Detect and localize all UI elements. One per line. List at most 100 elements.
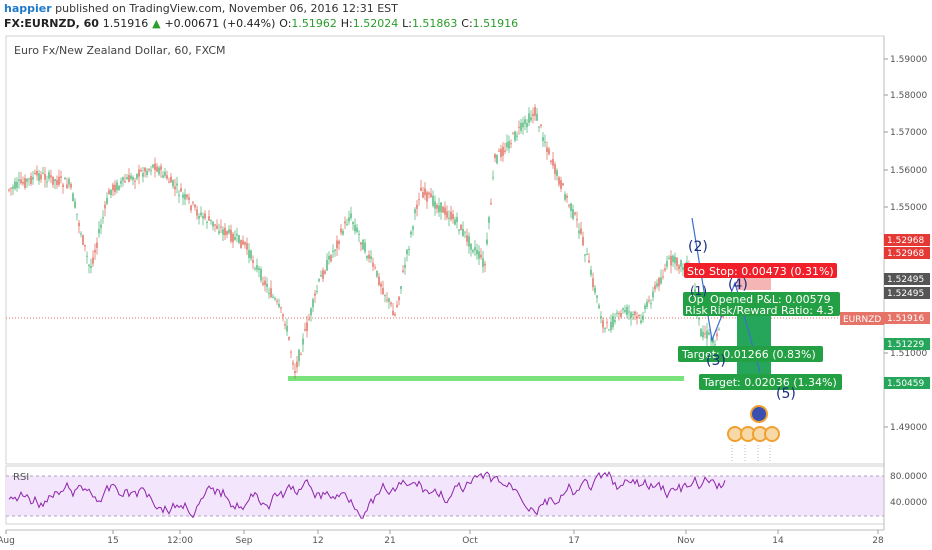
candle-body [196, 209, 198, 216]
candle-body [342, 231, 344, 235]
candle-body [324, 271, 326, 274]
candle-body [480, 254, 482, 258]
price-tick-label: 1.57000 [890, 128, 927, 138]
candle-body [660, 277, 662, 284]
candle-body [670, 255, 672, 266]
price-tick-label: 1.58000 [890, 91, 927, 101]
candle-body [78, 222, 80, 227]
candle-body [556, 170, 558, 176]
candle-body [118, 185, 120, 190]
candle-body [634, 311, 636, 315]
candle-body [356, 227, 358, 233]
candle-body [400, 286, 402, 289]
candle-body [10, 187, 12, 189]
candle-body [710, 338, 712, 340]
candle-body [574, 212, 576, 215]
candle-body [662, 276, 664, 278]
candle-body [198, 215, 200, 219]
price-axis[interactable]: 1.59000 1.58000 1.57000 1.56000 1.55000 1.510… [884, 55, 930, 433]
risk-prefix: Risk [685, 304, 708, 317]
time-axis[interactable]: Aug 15 12:00 Sep 12 21 Oct 17 Nov 14 28 [0, 530, 884, 546]
low-label: L: [402, 17, 412, 30]
candle-body [504, 150, 506, 152]
candle-body [58, 176, 60, 185]
price-badge: 1.52968 [887, 249, 924, 259]
candle-body [658, 277, 660, 287]
candle-body [608, 329, 610, 331]
candle-body [396, 304, 398, 307]
candle-body [104, 204, 106, 209]
ticker-symbol[interactable]: FX:EURNZD, 60 [4, 17, 99, 30]
candle-body [402, 270, 404, 273]
target-zone[interactable] [737, 306, 771, 376]
candle-body [548, 148, 550, 155]
candle-body [252, 260, 254, 264]
price-badge-bg [884, 247, 930, 259]
price-badge: 1.51916 [887, 314, 924, 324]
price-badge-bg [884, 377, 930, 389]
economic-events-icon[interactable] [727, 405, 780, 462]
candle-body [538, 126, 540, 128]
candle-body [644, 305, 646, 310]
candle-body [278, 304, 280, 307]
candle-body [158, 167, 160, 175]
candle-body [716, 333, 718, 337]
target1-box[interactable] [678, 346, 823, 362]
candle-body [202, 216, 204, 219]
candle-body [354, 224, 356, 232]
candle-body [318, 279, 320, 282]
candle-body [422, 192, 424, 198]
candle-body [274, 298, 276, 300]
main-pane[interactable] [5, 35, 885, 465]
stop-box[interactable] [684, 263, 837, 278]
candle-body [518, 126, 520, 128]
target2-box[interactable] [699, 374, 842, 390]
candle-body [166, 175, 168, 179]
candle-body [100, 224, 102, 228]
candle-body [326, 259, 328, 271]
pl-box[interactable] [683, 292, 840, 316]
candle-body [226, 231, 228, 235]
rsi-tick-label: 80.0000 [890, 472, 927, 482]
candle-body [500, 149, 502, 158]
candle-body [244, 242, 246, 245]
candle-body [300, 354, 302, 356]
candle-body [204, 213, 206, 219]
candle-body [310, 308, 312, 316]
candle-body [52, 176, 54, 185]
time-tick-label: 15 [107, 536, 118, 546]
candle-body [674, 256, 676, 264]
candle-body [476, 249, 478, 255]
candle-body [704, 333, 706, 335]
author-link[interactable]: happier [4, 2, 52, 15]
candle-body [406, 249, 408, 255]
candle-body [316, 290, 318, 292]
candle-body [366, 255, 368, 259]
candle-body [120, 180, 122, 184]
candle-body [182, 194, 184, 198]
candle-body [454, 219, 456, 225]
candle-body [216, 225, 218, 229]
candle-body [722, 315, 724, 317]
candle-body [604, 328, 606, 330]
price-badge: 1.51229 [887, 340, 924, 350]
candle-body [612, 316, 614, 328]
risk-reward-text: Risk/Reward Ratio: 4.3 [710, 304, 834, 317]
candle-body [272, 296, 274, 298]
publish-header: happier published on TradingView.com, No… [4, 2, 398, 15]
candle-body [490, 203, 492, 205]
candle-body [188, 197, 190, 200]
candle-body [622, 308, 624, 310]
wave-label-5: (5) [776, 386, 796, 402]
candle-body [336, 240, 338, 249]
support-line[interactable] [288, 376, 684, 381]
candle-body [270, 288, 272, 298]
candle-body [600, 316, 602, 319]
candle-body [564, 194, 566, 200]
candle-body [168, 181, 170, 183]
target2-text: Target: 0.02036 (1.34%) [702, 376, 837, 389]
candle-body [464, 231, 466, 233]
candle-body [682, 267, 684, 271]
candle-body [602, 320, 604, 328]
